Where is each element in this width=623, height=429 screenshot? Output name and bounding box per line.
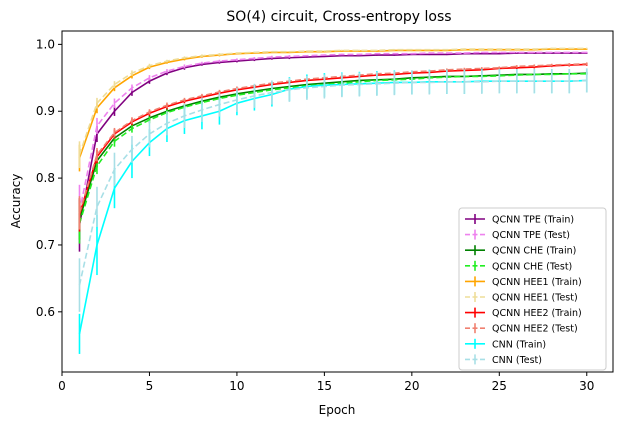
legend-item: QCNN HEE2 (Train)	[465, 307, 582, 319]
series-line	[78, 51, 587, 212]
legend-label: CNN (Test)	[492, 355, 542, 366]
legend-label: QCNN CHE (Test)	[492, 261, 572, 272]
series-qcnn-hee2-test	[78, 62, 588, 230]
y-tick-label: 0.7	[36, 238, 55, 252]
legend-label: QCNN HEE2 (Train)	[492, 308, 582, 319]
legend-item: QCNN CHE (Test)	[465, 260, 572, 272]
legend-box	[458, 207, 607, 371]
y-tick-label: 0.8	[36, 171, 55, 185]
legend-label: QCNN TPE (Train)	[492, 215, 574, 226]
x-tick-label: 20	[404, 379, 419, 393]
series-line	[78, 52, 587, 226]
x-tick-label: 30	[579, 379, 594, 393]
legend-item: CNN (Test)	[465, 354, 542, 366]
legend-label: CNN (Train)	[492, 339, 546, 350]
y-tick-label: 1.0	[36, 37, 55, 51]
series-line	[78, 72, 587, 224]
series-line	[78, 62, 587, 214]
x-tick-label: 10	[229, 379, 244, 393]
x-tick-label: 25	[492, 379, 507, 393]
series-line	[78, 48, 587, 159]
legend-label: QCNN CHE (Train)	[492, 246, 576, 257]
y-axis-label: Accuracy	[9, 174, 23, 229]
x-tick-label: 0	[58, 379, 66, 393]
series-line	[78, 79, 587, 286]
x-axis-label: Epoch	[319, 403, 356, 417]
legend-item: CNN (Train)	[465, 338, 546, 350]
y-axis: 0.6 0.7 0.8 0.9 1.0	[36, 37, 62, 319]
legend-item: QCNN HEE1 (Train)	[465, 276, 582, 288]
legend-label: QCNN HEE2 (Test)	[492, 324, 578, 335]
chart-title: SO(4) circuit, Cross-entropy loss	[226, 9, 451, 25]
series-qcnn-tpe-test	[78, 51, 588, 239]
legend: QCNN TPE (Train) QCNN TPE (Test) QCNN CHE …	[458, 207, 607, 371]
plot-frame	[61, 30, 614, 373]
legend-item: QCNN CHE (Train)	[465, 245, 576, 257]
x-tick-label: 15	[317, 379, 332, 393]
y-tick-label: 0.9	[36, 104, 55, 118]
series-qcnn-hee1-test	[78, 47, 588, 169]
x-axis: 0 5 10 15 20 25 30	[58, 372, 594, 393]
legend-item: QCNN HEE2 (Test)	[465, 323, 578, 335]
legend-item: QCNN TPE (Test)	[465, 229, 570, 241]
series-line	[78, 63, 587, 216]
y-tick-label: 0.6	[36, 305, 55, 319]
legend-item: QCNN TPE (Train)	[465, 214, 574, 226]
series-qcnn-hee2-train	[78, 63, 588, 232]
legend-label: QCNN HEE1 (Test)	[492, 293, 578, 304]
legend-item: QCNN HEE1 (Test)	[465, 292, 578, 304]
series-cnn-test	[78, 68, 588, 312]
series-line	[78, 47, 587, 155]
x-tick-label: 5	[146, 379, 154, 393]
legend-label: QCNN HEE1 (Train)	[492, 277, 582, 288]
legend-label: QCNN TPE (Test)	[492, 230, 570, 241]
series-line	[78, 72, 587, 220]
